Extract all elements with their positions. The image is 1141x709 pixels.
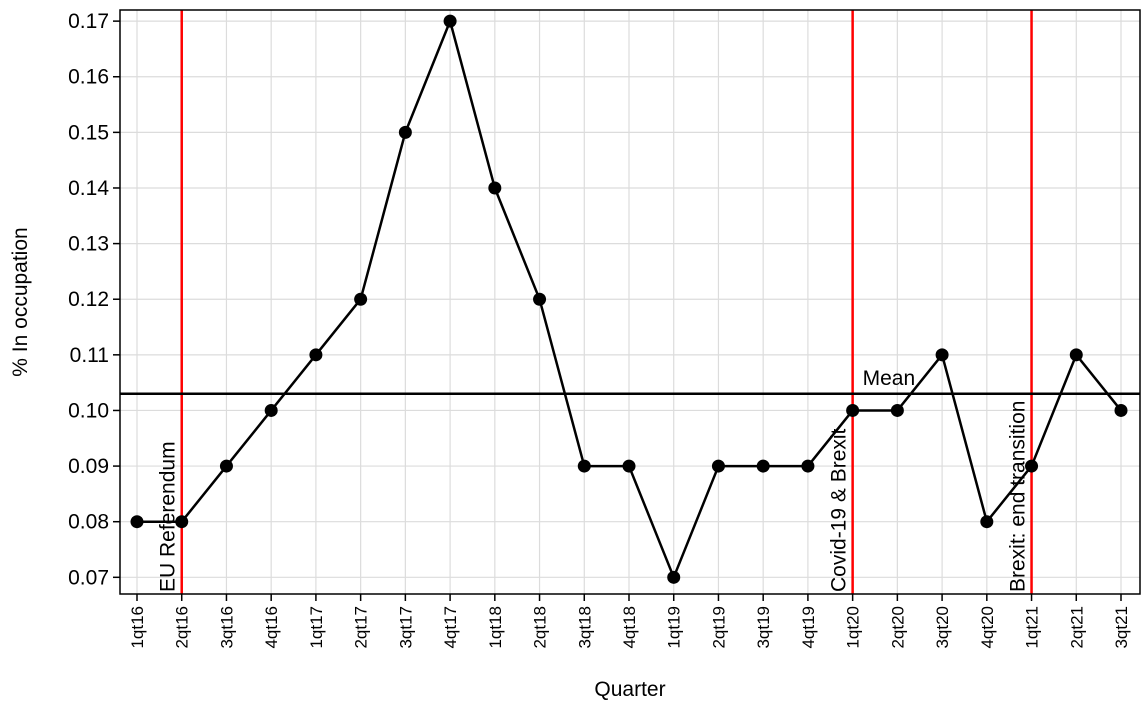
x-tick-label: 2qt17 xyxy=(352,606,371,649)
series xyxy=(130,14,1128,584)
x-tick-label: 4qt19 xyxy=(799,606,818,649)
y-tick-label: 0.12 xyxy=(68,288,109,311)
y-tick-label: 0.16 xyxy=(68,66,109,89)
data-point xyxy=(533,292,547,306)
data-point xyxy=(443,14,457,28)
gridlines xyxy=(120,10,1140,594)
data-point xyxy=(890,403,904,417)
data-point xyxy=(935,348,949,362)
y-tick-label: 0.07 xyxy=(68,566,109,589)
y-tick-label: 0.15 xyxy=(68,121,109,144)
x-tick-label: 1qt21 xyxy=(1023,606,1042,649)
x-tick-label: 1qt19 xyxy=(665,606,684,649)
data-point xyxy=(175,515,189,529)
data-point xyxy=(264,403,278,417)
x-tick-label: 2qt16 xyxy=(173,606,192,649)
data-point xyxy=(711,459,725,473)
data-point xyxy=(488,181,502,195)
event-label: Brexit: end transition xyxy=(1007,401,1030,592)
data-point xyxy=(756,459,770,473)
data-point xyxy=(354,292,368,306)
x-tick-label: 2qt21 xyxy=(1067,606,1086,649)
y-tick-label: 0.08 xyxy=(68,511,109,534)
y-tick-label: 0.09 xyxy=(68,455,109,478)
y-axis: 0.07 0.08 0.09 0.10 0.11 0.12 0.13 0.14 0.15 0.16… xyxy=(68,10,120,589)
data-point xyxy=(1069,348,1083,362)
x-tick-label: 3qt16 xyxy=(217,606,236,649)
data-point xyxy=(622,459,636,473)
x-tick-label: 4qt17 xyxy=(441,606,460,649)
data-point xyxy=(398,125,412,139)
x-axis-title: Quarter xyxy=(594,678,665,701)
mean-label: Mean xyxy=(863,367,916,390)
event-lines: EU Referendum Covid-19 & Brexit Brexit: en… xyxy=(157,10,1033,594)
x-axis: 1qt16 2qt16 3qt16 4qt16 1qt17 2qt17 3qt17 4qt17… xyxy=(128,594,1131,649)
data-point xyxy=(980,515,994,529)
data-point xyxy=(577,459,591,473)
x-tick-label: 1qt17 xyxy=(307,606,326,649)
x-tick-label: 2qt18 xyxy=(531,606,550,649)
data-point xyxy=(667,570,681,584)
x-tick-label: 2qt19 xyxy=(709,606,728,649)
data-point xyxy=(130,515,144,529)
y-tick-label: 0.13 xyxy=(68,233,109,256)
data-point xyxy=(846,403,860,417)
data-point xyxy=(219,459,233,473)
data-point xyxy=(1025,459,1039,473)
x-tick-label: 1qt20 xyxy=(844,606,863,649)
y-tick-label: 0.11 xyxy=(70,344,109,367)
x-tick-label: 3qt18 xyxy=(575,606,594,649)
x-tick-label: 3qt21 xyxy=(1112,606,1131,649)
plot-background xyxy=(120,10,1140,594)
x-tick-label: 3qt20 xyxy=(933,606,952,649)
y-tick-label: 0.17 xyxy=(68,10,109,33)
x-tick-label: 1qt16 xyxy=(128,606,147,649)
y-tick-label: 0.14 xyxy=(68,177,109,200)
x-tick-label: 4qt20 xyxy=(978,606,997,649)
x-tick-label: 3qt19 xyxy=(754,606,773,649)
plot-frame xyxy=(119,9,1141,595)
x-tick-label: 3qt17 xyxy=(396,606,415,649)
event-label: Covid-19 & Brexit xyxy=(828,428,851,592)
data-point xyxy=(309,348,323,362)
event-label: EU Referendum xyxy=(157,441,180,592)
x-tick-label: 4qt16 xyxy=(262,606,281,649)
x-tick-label: 1qt18 xyxy=(486,606,505,649)
x-tick-label: 2qt20 xyxy=(888,606,907,649)
data-point xyxy=(1114,403,1128,417)
y-tick-label: 0.10 xyxy=(68,399,109,422)
x-tick-label: 4qt18 xyxy=(620,606,639,649)
data-point xyxy=(801,459,815,473)
y-axis-title: % In occupation xyxy=(9,227,32,376)
